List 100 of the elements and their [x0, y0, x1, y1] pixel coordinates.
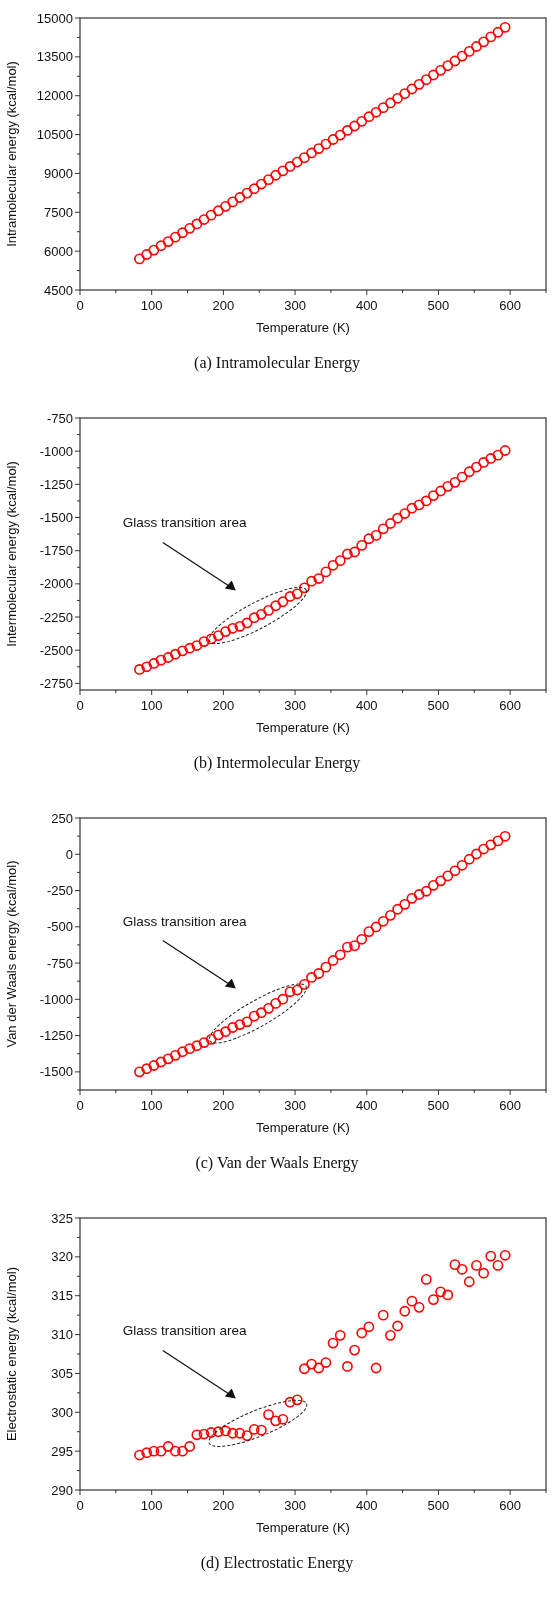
point: [313, 968, 325, 979]
point: [134, 1449, 145, 1461]
point: [155, 1445, 167, 1457]
point: [291, 156, 303, 168]
point: [363, 533, 375, 545]
x-tick-label: 400: [355, 1498, 378, 1513]
x-tick-label: 0: [76, 698, 84, 713]
y-axis-title: Electrostatic energy (kcal/mol): [4, 1266, 19, 1442]
point: [184, 1043, 196, 1055]
point: [320, 961, 332, 973]
point: [241, 187, 253, 199]
point: [141, 1447, 153, 1459]
point: [456, 1263, 468, 1275]
point: [392, 903, 403, 915]
point: [263, 605, 274, 616]
y-tick-label: 9000: [44, 165, 73, 181]
point: [463, 1276, 475, 1288]
x-tick-label: 200: [212, 1498, 235, 1513]
point: [363, 111, 375, 123]
point: [420, 885, 432, 897]
point: [212, 1426, 224, 1438]
point: [299, 582, 310, 594]
y-tick-label: -500: [46, 919, 73, 935]
point: [399, 1305, 411, 1317]
annotation: Glass transition area: [122, 913, 248, 929]
point: [212, 1029, 224, 1041]
point: [456, 50, 468, 62]
point: [227, 196, 239, 208]
point: [492, 1260, 504, 1271]
point: [485, 453, 497, 464]
point: [449, 1259, 461, 1271]
point: [385, 1329, 396, 1341]
point: [327, 559, 339, 571]
point: [220, 1425, 231, 1437]
point: [485, 1250, 497, 1262]
point: [478, 1267, 490, 1279]
point: [478, 843, 490, 855]
point: [413, 889, 425, 900]
y-tick-label: 0: [65, 846, 73, 862]
y-tick-label: 325: [51, 1210, 73, 1226]
point: [399, 508, 411, 519]
point: [191, 1040, 203, 1052]
point: [277, 165, 289, 177]
point: [420, 74, 432, 86]
point: [449, 865, 461, 877]
x-tick-label: 400: [355, 1098, 378, 1113]
x-tick-label: 300: [284, 1098, 306, 1113]
point: [134, 664, 145, 675]
y-tick-label: 13500: [36, 49, 73, 65]
point: [420, 495, 432, 507]
y-tick-label: -1000: [39, 991, 73, 1007]
x-tick-label: 400: [355, 298, 378, 313]
y-tick-label: -750: [46, 955, 73, 971]
point: [370, 921, 382, 933]
point: [385, 909, 396, 921]
point: [241, 617, 253, 629]
x-tick-label: 100: [140, 1498, 163, 1513]
y-axis-title: Van der Waals energy (kcal/mol): [4, 860, 19, 1048]
point: [327, 955, 339, 966]
point: [162, 1053, 174, 1065]
x-tick-label: 600: [499, 698, 522, 713]
x-tick-label: 600: [499, 1498, 522, 1513]
point: [169, 1445, 181, 1457]
x-axis-title: Temperature (K): [256, 1520, 350, 1535]
x-tick-label: 0: [76, 1498, 84, 1513]
point: [499, 1249, 511, 1261]
y-axis-title: Intermolecular energy (kcal/mol): [4, 461, 19, 647]
x-tick-label: 500: [427, 1498, 450, 1513]
y-tick-label: -1750: [39, 543, 73, 559]
point: [134, 253, 145, 265]
point: [356, 115, 368, 127]
point: [320, 566, 332, 578]
point: [313, 143, 325, 154]
point: [449, 55, 461, 67]
point: [385, 97, 396, 109]
point: [177, 1445, 188, 1457]
point: [284, 986, 296, 998]
point: [363, 926, 375, 937]
point: [291, 588, 303, 600]
point: [205, 1427, 217, 1438]
point: [198, 636, 210, 647]
point: [499, 445, 511, 456]
point: [342, 1361, 353, 1372]
point: [313, 573, 325, 584]
x-tick-label: 100: [140, 698, 163, 713]
point: [349, 546, 360, 558]
point: [492, 26, 504, 38]
point: [334, 555, 346, 567]
point: [220, 200, 231, 212]
point: [148, 244, 160, 256]
y-tick-label: -2000: [39, 576, 73, 592]
point: [413, 78, 425, 90]
point: [148, 1445, 160, 1457]
point: [141, 661, 153, 673]
y-tick-label: -2250: [39, 609, 73, 625]
point: [248, 1423, 260, 1435]
x-tick-label: 600: [499, 1098, 522, 1113]
point: [284, 1396, 296, 1408]
y-tick-label: 10500: [36, 127, 73, 143]
point: [456, 859, 468, 871]
